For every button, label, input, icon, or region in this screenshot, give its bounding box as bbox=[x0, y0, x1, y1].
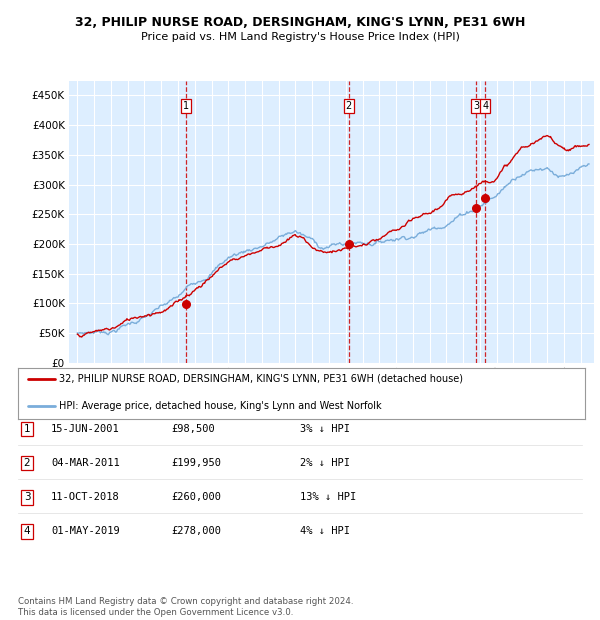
Text: 3: 3 bbox=[473, 101, 479, 111]
Text: £199,950: £199,950 bbox=[171, 458, 221, 468]
Text: 2% ↓ HPI: 2% ↓ HPI bbox=[300, 458, 350, 468]
Text: £278,000: £278,000 bbox=[171, 526, 221, 536]
Text: 32, PHILIP NURSE ROAD, DERSINGHAM, KING'S LYNN, PE31 6WH (detached house): 32, PHILIP NURSE ROAD, DERSINGHAM, KING'… bbox=[59, 374, 463, 384]
Text: 04-MAR-2011: 04-MAR-2011 bbox=[51, 458, 120, 468]
Text: HPI: Average price, detached house, King's Lynn and West Norfolk: HPI: Average price, detached house, King… bbox=[59, 401, 382, 411]
Text: 01-MAY-2019: 01-MAY-2019 bbox=[51, 526, 120, 536]
Text: Price paid vs. HM Land Registry's House Price Index (HPI): Price paid vs. HM Land Registry's House … bbox=[140, 32, 460, 42]
Text: Contains HM Land Registry data © Crown copyright and database right 2024.
This d: Contains HM Land Registry data © Crown c… bbox=[18, 598, 353, 617]
Text: £98,500: £98,500 bbox=[171, 424, 215, 434]
Text: 1: 1 bbox=[182, 101, 189, 111]
Text: 2: 2 bbox=[23, 458, 31, 468]
Text: 11-OCT-2018: 11-OCT-2018 bbox=[51, 492, 120, 502]
Text: £260,000: £260,000 bbox=[171, 492, 221, 502]
Text: 2: 2 bbox=[346, 101, 352, 111]
Text: 3: 3 bbox=[23, 492, 31, 502]
Text: 1: 1 bbox=[23, 424, 31, 434]
Text: 13% ↓ HPI: 13% ↓ HPI bbox=[300, 492, 356, 502]
Text: 4% ↓ HPI: 4% ↓ HPI bbox=[300, 526, 350, 536]
Text: 4: 4 bbox=[482, 101, 488, 111]
Text: 32, PHILIP NURSE ROAD, DERSINGHAM, KING'S LYNN, PE31 6WH: 32, PHILIP NURSE ROAD, DERSINGHAM, KING'… bbox=[75, 16, 525, 29]
Text: 4: 4 bbox=[23, 526, 31, 536]
Text: 15-JUN-2001: 15-JUN-2001 bbox=[51, 424, 120, 434]
Text: 3% ↓ HPI: 3% ↓ HPI bbox=[300, 424, 350, 434]
